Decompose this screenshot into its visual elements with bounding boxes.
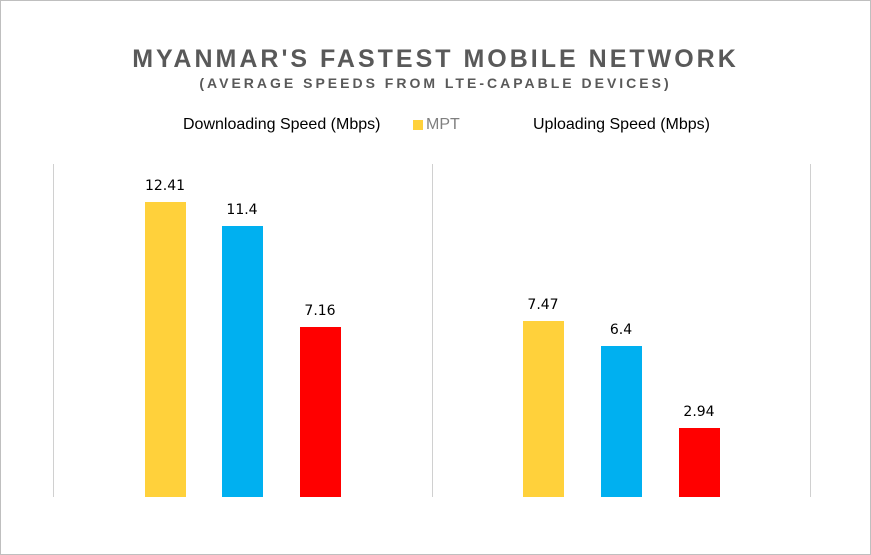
bar-download-red	[300, 327, 341, 497]
chart-title: MYANMAR'S FASTEST MOBILE NETWORK	[132, 45, 739, 73]
gridline-middle	[432, 164, 433, 497]
value-label-download-blue: 11.4	[226, 202, 258, 218]
value-label-download-red: 7.16	[304, 303, 336, 319]
legend-mpt-swatch	[413, 120, 423, 130]
bar-download-mpt	[145, 202, 186, 497]
chart-subtitle: (AVERAGE SPEEDS FROM LTE-CAPABLE DEVICES…	[199, 75, 672, 91]
gridline-left	[53, 164, 54, 497]
legend-mpt-label: MPT	[426, 116, 460, 133]
value-label-download-mpt: 12.41	[144, 178, 186, 194]
gridline-right	[810, 164, 811, 497]
bar-download-blue	[222, 226, 263, 497]
value-label-upload-blue: 6.4	[609, 322, 633, 338]
value-label-upload-mpt: 7.47	[527, 297, 559, 313]
value-label-upload-red: 2.94	[683, 404, 715, 420]
legend-download-label: Downloading Speed (Mbps)	[183, 116, 381, 133]
bar-upload-mpt	[523, 321, 564, 497]
bar-upload-red	[679, 428, 720, 497]
legend-upload-label: Uploading Speed (Mbps)	[533, 116, 710, 133]
bar-upload-blue	[601, 346, 642, 497]
